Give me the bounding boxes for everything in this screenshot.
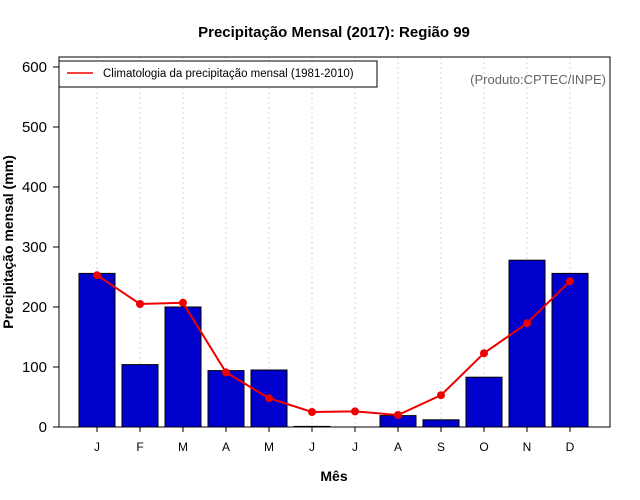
x-tick-label: N xyxy=(523,440,532,454)
y-tick-label: 500 xyxy=(22,119,47,136)
plot-frame xyxy=(58,56,611,428)
bar xyxy=(422,419,460,428)
climatology-line xyxy=(93,271,574,419)
y-tick-label: 100 xyxy=(22,359,47,376)
x-axis-title: Mês xyxy=(320,468,347,484)
climatology-point xyxy=(566,277,574,286)
x-tick-label: J xyxy=(94,440,100,454)
x-tick-label: A xyxy=(394,440,402,454)
legend-label: Climatologia da precipitação mensal (198… xyxy=(103,68,354,80)
y-axis-title: Precipitação mensal (mm) xyxy=(0,155,16,329)
climatology-point xyxy=(93,271,101,280)
bar xyxy=(78,272,116,428)
bar xyxy=(551,272,589,428)
x-tick-label: M xyxy=(178,440,188,454)
product-credit: (Produto:CPTEC/INPE) xyxy=(470,72,606,87)
climatology-point xyxy=(437,391,445,400)
y-tick-label: 200 xyxy=(22,299,47,316)
bars xyxy=(78,259,589,428)
legend-box xyxy=(58,60,378,88)
y-tick-label: 600 xyxy=(22,59,47,76)
y-tick-label: 300 xyxy=(22,239,47,256)
climatology-point xyxy=(136,300,144,308)
climatology-point xyxy=(351,407,359,416)
bar xyxy=(465,376,503,428)
climatology-point xyxy=(308,408,316,416)
y-axis: 0 100 200 300 400 500 600 xyxy=(22,59,59,436)
bar xyxy=(121,364,159,428)
chart-title: Precipitação Mensal (2017): Região 99 xyxy=(198,24,470,41)
x-tick-label: D xyxy=(566,440,575,454)
x-tick-label: O xyxy=(479,440,488,454)
y-tick-label: 0 xyxy=(39,419,47,436)
x-tick-label: J xyxy=(352,440,358,454)
bar xyxy=(164,306,202,428)
x-tick-label: F xyxy=(136,440,143,454)
climatology-point xyxy=(179,298,187,307)
x-tick-label: M xyxy=(264,440,274,454)
climatology-polyline xyxy=(96,274,571,417)
climatology-point xyxy=(222,368,230,377)
grid-lines xyxy=(96,57,571,427)
climatology-point xyxy=(394,411,402,419)
climatology-point xyxy=(480,349,488,358)
bar xyxy=(508,259,546,428)
climatology-point xyxy=(265,394,273,403)
y-tick-label: 400 xyxy=(22,179,47,196)
x-tick-label: J xyxy=(309,440,315,454)
legend: Climatologia da precipitação mensal (198… xyxy=(58,60,378,88)
climatology-point xyxy=(523,319,531,328)
x-tick-label: A xyxy=(222,440,230,454)
x-tick-label: S xyxy=(437,440,445,454)
